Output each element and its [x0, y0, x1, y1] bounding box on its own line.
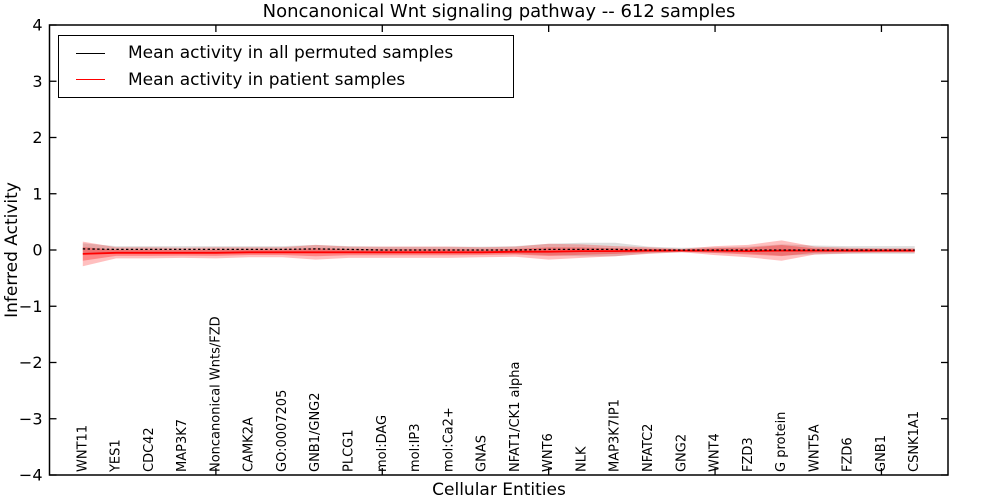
x-entity-label: WNT4 [708, 433, 723, 472]
x-entity-label: MAP3K7IP1 [608, 399, 623, 472]
x-entity-label: mol:DAG [375, 415, 390, 472]
patient-mean-line [82, 249, 915, 255]
x-entity-label: WNT11 [75, 425, 90, 472]
red-line-swatch [76, 79, 105, 81]
x-entity-label: NLK [574, 446, 589, 472]
x-entity-label: MAP3K7 [175, 419, 190, 472]
x-entity-label: NFAT1/CK1 alpha [508, 361, 523, 472]
legend-box: Mean activity in all permuted samples Me… [58, 35, 514, 98]
y-tick-label: −4 [19, 466, 43, 485]
y-tick-label: −3 [19, 409, 43, 428]
x-entity-label: GNB1/GNG2 [308, 392, 323, 472]
x-axis-title: Cellular Entities [432, 480, 566, 500]
x-entity-label: mol:IP3 [408, 423, 423, 472]
x-entity-label: WNT5A [807, 424, 822, 472]
y-tick-label: 1 [32, 184, 42, 203]
patient-std-band-outer [82, 240, 915, 267]
x-entity-label: GNB1 [874, 435, 889, 472]
legend-label: Mean activity in patient samples [128, 69, 406, 90]
x-entity-label: GNAS [475, 435, 490, 472]
x-entity-label: GNG2 [674, 434, 689, 472]
chart-title: Noncanonical Wnt signaling pathway -- 61… [262, 1, 736, 22]
x-entity-label: G protein [774, 412, 789, 472]
y-tick-label: −2 [19, 353, 43, 372]
y-tick-label: 4 [32, 16, 42, 35]
x-entity-label: Noncanonical Wnts/FZD [208, 316, 223, 472]
y-tick-label: 2 [32, 128, 42, 147]
legend-label: Mean activity in all permuted samples [128, 43, 454, 64]
x-entity-label: NFATC2 [641, 424, 656, 472]
x-entity-label: CAMK2A [242, 417, 257, 472]
y-tick-label: −1 [19, 297, 43, 316]
permuted-mean-line [82, 248, 915, 251]
x-entity-label: mol:Ca2+ [441, 407, 456, 472]
permuted-std-band [82, 242, 915, 257]
x-entity-label: CDC42 [142, 427, 157, 472]
legend-item-permuted: Mean activity in all permuted samples [76, 40, 513, 66]
x-entity-label: FZD3 [741, 437, 756, 472]
y-tick-label: 3 [32, 72, 42, 91]
x-entity-label: FZD6 [841, 437, 856, 472]
x-entity-label: GO:0007205 [275, 390, 290, 472]
x-entity-label: WNT6 [541, 433, 556, 472]
y-axis-title: Inferred Activity [2, 182, 22, 318]
black-line-swatch [76, 52, 105, 54]
legend-item-patient: Mean activity in patient samples [76, 67, 513, 93]
x-entity-label: PLCG1 [342, 429, 357, 472]
x-entity-label: CSNK1A1 [907, 411, 922, 472]
x-entity-label: YES1 [109, 439, 124, 473]
y-tick-label: 0 [32, 241, 42, 260]
